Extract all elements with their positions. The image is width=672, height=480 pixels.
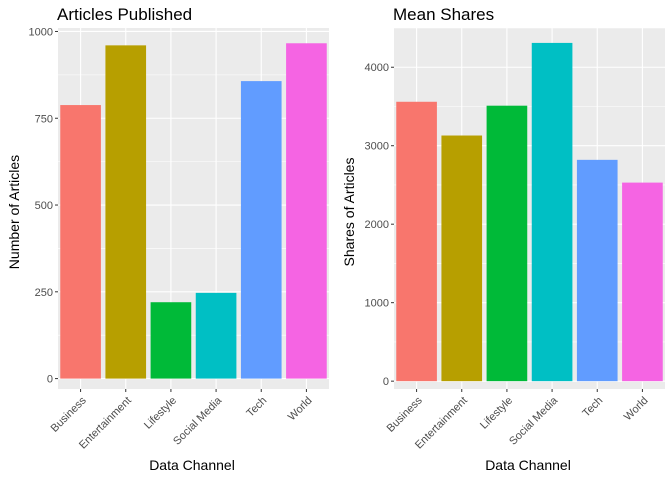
bar-business <box>396 101 437 382</box>
bar-tech <box>576 159 618 382</box>
x-tick-label: Tech <box>244 395 269 420</box>
bar-social-media <box>195 292 237 379</box>
y-tick-label: 2000 <box>365 219 389 231</box>
bar-lifestyle <box>150 302 192 379</box>
x-tick-label: Business <box>49 394 89 434</box>
y-tick-label: 250 <box>35 287 53 299</box>
chart-title: Articles Published <box>57 5 192 24</box>
x-axis-title: Data Channel <box>149 457 235 473</box>
y-tick-label: 1000 <box>365 298 389 310</box>
x-tick-label: Social Media <box>171 394 225 448</box>
y-tick-label: 750 <box>35 113 53 125</box>
y-tick-label: 4000 <box>365 62 389 74</box>
y-tick-label: 0 <box>47 374 53 386</box>
x-tick-label: Lifestyle <box>478 395 515 432</box>
x-tick-label: Tech <box>580 395 605 420</box>
x-tick-label: World <box>286 395 315 424</box>
x-axis-title: Data Channel <box>485 457 571 473</box>
bar-tech <box>240 81 282 379</box>
bar-lifestyle <box>486 105 528 382</box>
x-tick-label: Social Media <box>507 394 561 448</box>
bar-world <box>286 43 327 379</box>
y-tick-label: 0 <box>383 376 389 388</box>
panel-background <box>58 28 329 389</box>
bar-business <box>60 105 101 379</box>
x-tick-label: Business <box>385 394 425 434</box>
chart-title: Mean Shares <box>393 5 494 24</box>
y-tick-label: 1000 <box>29 26 53 38</box>
x-tick-label: Lifestyle <box>142 395 179 432</box>
chart-panel-shares: Mean Shares Data Channel Shares of Artic… <box>341 5 665 473</box>
x-tick-label: World <box>622 395 651 424</box>
bar-entertainment <box>441 135 483 382</box>
y-tick-label: 3000 <box>365 141 389 153</box>
bar-world <box>622 182 663 382</box>
y-tick-label: 500 <box>35 200 53 212</box>
chart-panel-articles: Articles Published Data Channel Number o… <box>6 5 329 473</box>
bar-social-media <box>531 42 573 382</box>
bar-entertainment <box>105 45 147 379</box>
panel-background <box>394 28 665 389</box>
y-axis-title: Shares of Articles <box>341 158 357 267</box>
y-axis-title: Number of Articles <box>6 155 22 269</box>
